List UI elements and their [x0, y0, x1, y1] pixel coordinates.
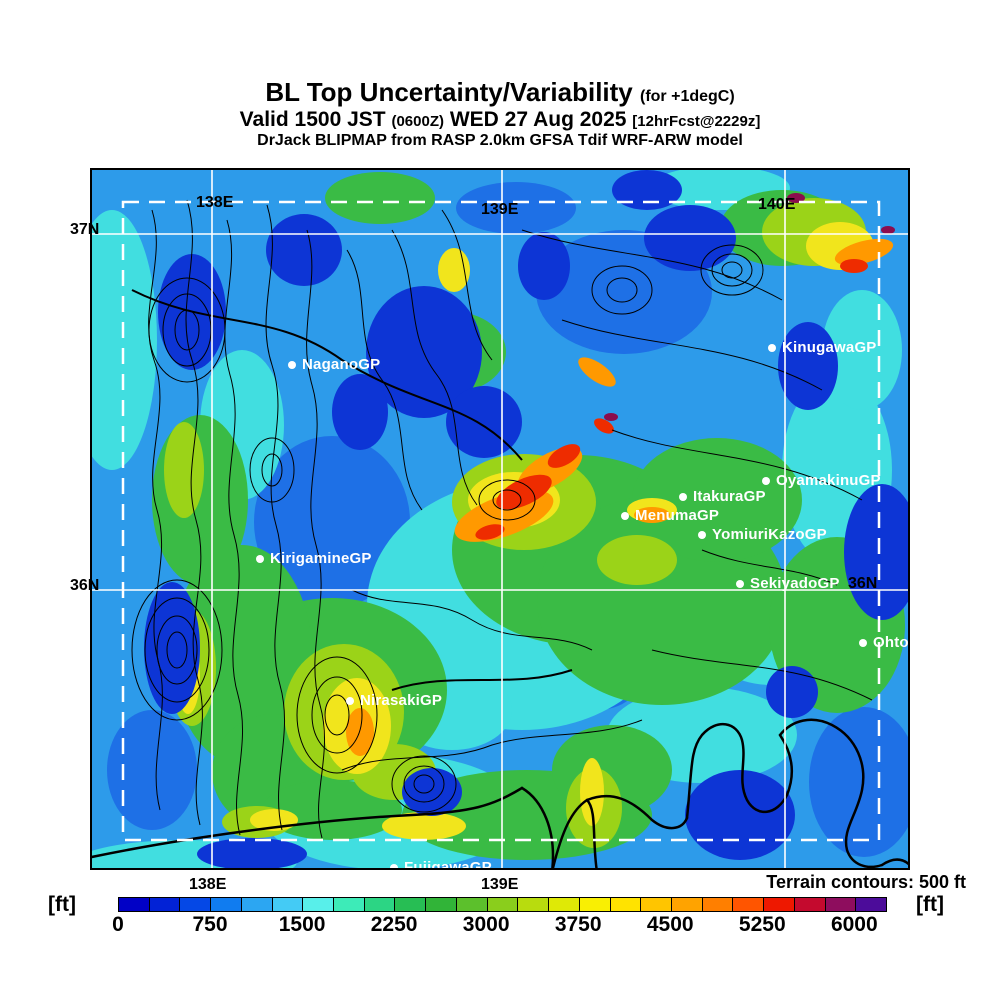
- map-fill-red: [475, 259, 868, 540]
- map-fill-darkred: [604, 193, 895, 421]
- colorbar-segment: [272, 898, 304, 911]
- colorbar-segment: [119, 898, 150, 911]
- colorbar-tick-label: 3000: [462, 913, 510, 936]
- grid-label-139E: 139E: [481, 876, 519, 893]
- map: NaganoGP KinugawaGP OyamakinuGP ItakuraGP Me…: [90, 168, 910, 870]
- page-title-line: BL Top Uncertainty/Variability (for +1de…: [0, 77, 1000, 108]
- terrain-contour-lines: [131, 199, 873, 839]
- colorbar-segment: [825, 898, 857, 911]
- colorbar-segment: [856, 898, 886, 911]
- colorbar-segment: [579, 898, 611, 911]
- colorbar-segment: [364, 898, 396, 911]
- header: BL Top Uncertainty/Variability (for +1de…: [0, 77, 1000, 150]
- coastline: [92, 718, 908, 868]
- colorbar-tick-label: 6000: [830, 913, 878, 936]
- colorbar-segment: [303, 898, 335, 911]
- map-fill-green: [152, 172, 905, 860]
- grid-label-36N: 36N: [848, 575, 878, 592]
- terrain-contour-bold: [131, 289, 573, 691]
- grid-label-140E: 140E: [758, 196, 796, 213]
- colorbar-segment: [549, 898, 580, 911]
- colorbar-segment: [794, 898, 826, 911]
- model-line: DrJack BLIPMAP from RASP 2.0km GFSA Tdif…: [257, 132, 743, 150]
- colorbar-segment: [180, 898, 212, 911]
- unit-label-right: [ft]: [916, 893, 944, 916]
- colorbar-segment: [241, 898, 273, 911]
- latlon-grid-lines: [92, 170, 908, 868]
- grid-label-138E: 138E: [189, 876, 227, 893]
- colorbar-tick-label: 3750: [554, 913, 602, 936]
- model-domain-dashed-box: [121, 200, 881, 842]
- valid-forecast: [12hrFcst@2229z]: [632, 112, 761, 130]
- valid-prefix: Valid 1500 JST: [239, 107, 386, 131]
- colorbar-segment: [211, 898, 242, 911]
- colorbar-segment: [641, 898, 672, 911]
- colorbar-tick-label: 4500: [646, 913, 694, 936]
- colorbar-segment: [456, 898, 488, 911]
- grid-label-37N: 37N: [70, 221, 100, 238]
- grid-label-138E: 138E: [196, 194, 234, 211]
- colorbar-tick-label: 5250: [738, 913, 786, 936]
- colorbar-tick-label: 750: [192, 913, 228, 936]
- valid-time-line: Valid 1500 JST (0600Z) WED 27 Aug 2025 […: [0, 108, 1000, 132]
- grid-label-139E: 139E: [481, 201, 519, 218]
- colorbar-segment: [764, 898, 795, 911]
- valid-date: WED 27 Aug 2025: [449, 107, 627, 131]
- colorbar-segment: [334, 898, 365, 911]
- colorbar-tick-label: 2250: [370, 913, 418, 936]
- colorbar-tick-label: 1500: [278, 913, 326, 936]
- colorbar: [118, 897, 887, 912]
- colorbar-segment: [733, 898, 765, 911]
- colorbar-segment: [610, 898, 642, 911]
- colorbar-segment: [518, 898, 550, 911]
- map-artwork: [92, 170, 908, 868]
- page-title: BL Top Uncertainty/Variability: [265, 77, 633, 107]
- colorbar-segment: [149, 898, 181, 911]
- valid-zulu: (0600Z): [391, 112, 444, 130]
- grid-label-36N: 36N: [70, 577, 100, 594]
- colorbar-segment: [671, 898, 703, 911]
- colorbar-ticks: 0 750 1500 2250 3000 3750 4500 5250 6000: [112, 913, 885, 939]
- terrain-contours-note: Terrain contours: 500 ft: [766, 872, 966, 892]
- unit-label-left: [ft]: [48, 893, 76, 916]
- colorbar-segment: [702, 898, 734, 911]
- colorbar-tick-label: 0: [112, 913, 124, 936]
- colorbar-segment: [395, 898, 427, 911]
- colorbar-segment: [426, 898, 457, 911]
- colorbar-segment: [487, 898, 519, 911]
- title-note: (for +1degC): [640, 88, 735, 105]
